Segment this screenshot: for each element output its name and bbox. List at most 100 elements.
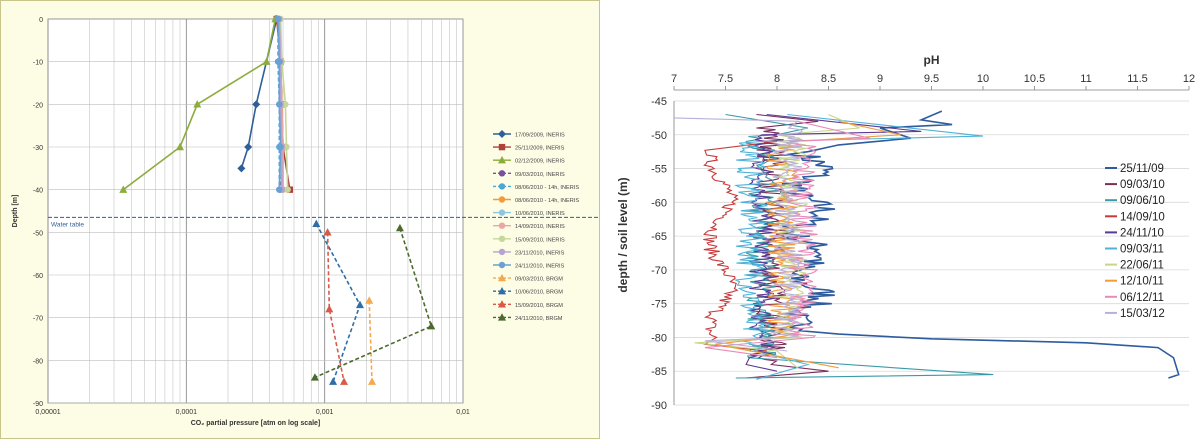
co2-legend-entry: 24/11/2010, BRGM [515,316,563,322]
co2-data-point [276,101,283,108]
co2-legend-entry: 10/06/2010, INERIS [515,211,565,217]
co2-legend-marker [498,222,506,229]
ph-series-line [673,117,803,352]
co2-legend-marker [498,248,506,256]
co2-legend-entry: 08/06/2010 - 14h, INERIS [515,198,579,204]
ph-legend-entry: 12/10/11 [1120,276,1164,288]
co2-x-tick-label: 0,001 [316,409,334,416]
co2-series-line [368,300,373,382]
co2-data-point [276,186,283,193]
co2-x-tick-label: 0,01 [456,409,470,416]
co2-legend-entry: 09/03/2010, BRGM [515,277,563,283]
water-table-label: Water table [51,221,84,228]
co2-data-point [368,377,377,385]
co2-series-line [314,227,433,379]
co2-series [310,223,436,381]
ph-legend: 25/11/09 09/03/10 09/06/10 14/09/10 24/11/10… [1105,163,1165,320]
ph-y-tick-label: -60 [651,197,667,209]
co2-data-point [284,186,291,193]
co2-data-point [395,223,404,232]
co2-y-tick-label: -20 [33,102,43,109]
co2-y-axis-label: Depth [m] [12,195,19,228]
ph-x-tick-label: 9 [877,73,883,85]
co2-legend-marker [498,273,506,282]
co2-legend-marker [498,300,506,308]
co2-legend-entry: 02/12/2009, INERIS [515,159,565,165]
ph-legend-entry: 22/06/11 [1120,260,1164,272]
ph-legend-entry: 14/09/10 [1120,211,1165,223]
co2-series [312,219,364,385]
ph-x-tick-label: 11 [1080,73,1091,85]
co2-legend-entry: 14/09/2010, INERIS [515,224,565,230]
co2-y-tick-label: -90 [33,401,43,408]
co2-plot-area [47,18,464,404]
co2-y-tick-label: -40 [33,188,43,195]
ph-y-axis-label: depth / soil level (m) [616,177,630,292]
co2-legend-marker [498,170,506,177]
co2-chart-panel: 0 -10 -20 -30 -40 -50 -60 -70 -80 -90 0,00001 0,000… [0,0,600,439]
co2-legend-marker [498,196,506,203]
co2-data-point [237,164,246,173]
co2-y-tick-label: -70 [33,316,43,323]
co2-data-point [355,300,364,309]
co2-legend-entry: 25/11/2009, INERIS [515,146,565,152]
co2-legend-marker [498,287,506,295]
co2-series [274,15,284,193]
ph-y-tick-label: -55 [651,164,667,176]
co2-data-point [176,142,185,151]
ph-y-tick-label: -65 [651,231,667,243]
ph-x-tick-label: 10 [977,73,989,85]
ph-legend-entry: 09/06/10 [1120,195,1165,207]
ph-x-tick-label: 9.5 [924,73,939,85]
co2-data-point [119,185,128,193]
co2-data-point [312,219,321,227]
co2-legend-entry: 15/09/2010, INERIS [515,237,565,243]
ph-legend-entry: 15/03/12 [1120,308,1165,320]
ph-y-tick-label: -75 [651,299,667,311]
ph-x-tick-label: 7.5 [718,73,733,85]
co2-series [323,228,349,385]
co2-legend-entry: 24/11/2010, INERIS [515,264,565,270]
co2-y-tick-label: -80 [33,358,43,365]
ph-x-tick-label: 11.5 [1127,73,1148,85]
co2-legend-entry: 10/06/2010, BRGM [515,290,563,296]
ph-legend-entry: 09/03/11 [1120,244,1164,256]
co2-legend-marker [498,261,506,269]
co2-legend-entry: 15/09/2010, BRGM [515,303,563,309]
ph-legend-entry: 24/11/10 [1120,227,1164,239]
ph-y-tick-label: -70 [651,265,667,277]
co2-series-line [326,232,345,382]
co2-data-point [193,100,202,108]
co2-legend-entry: 23/11/2010, INERIS [515,250,565,256]
co2-data-point [276,58,283,65]
co2-data-point [274,15,282,23]
co2-x-tick-label: 0,00001 [35,409,60,416]
co2-data-point [283,143,290,151]
co2-y-tick-label: -60 [33,273,43,280]
ph-series-line [704,120,870,359]
co2-series [365,296,377,385]
co2-legend-marker [498,156,506,164]
co2-legend-marker [498,183,506,190]
ph-y-tick-label: -50 [651,130,667,142]
co2-legend-entry: 17/09/2009, INERIS [515,133,565,139]
co2-y-tick-label: 0 [39,17,43,24]
co2-y-tick-label: -10 [33,60,43,67]
ph-y-tick-label: -80 [651,332,667,344]
co2-data-point [310,373,319,381]
co2-legend: 17/09/2009, INERIS 25/11/2009, INERIS 02/1… [493,130,579,322]
ph-chart-panel: -45 -50 -55 -60 -65 -70 -75 -80 -85 -90 7 7.5 8 8.5 9 9… [607,0,1195,439]
ph-x-axis-label: pH [924,53,940,67]
ph-y-tick-label: -85 [651,366,667,378]
ph-legend-entry: 25/11/09 [1120,163,1164,175]
co2-data-point [427,322,436,330]
co2-data-point [340,377,349,385]
co2-grid [47,19,463,404]
co2-data-point [277,143,284,151]
ph-series-line [779,110,1180,379]
co2-y-tick-label: -30 [33,145,43,152]
co2-legend-marker [498,313,506,321]
ph-x-tick-label: 8.5 [821,73,836,85]
co2-data-point [365,296,374,304]
ph-x-tick-label: 12 [1183,73,1195,85]
